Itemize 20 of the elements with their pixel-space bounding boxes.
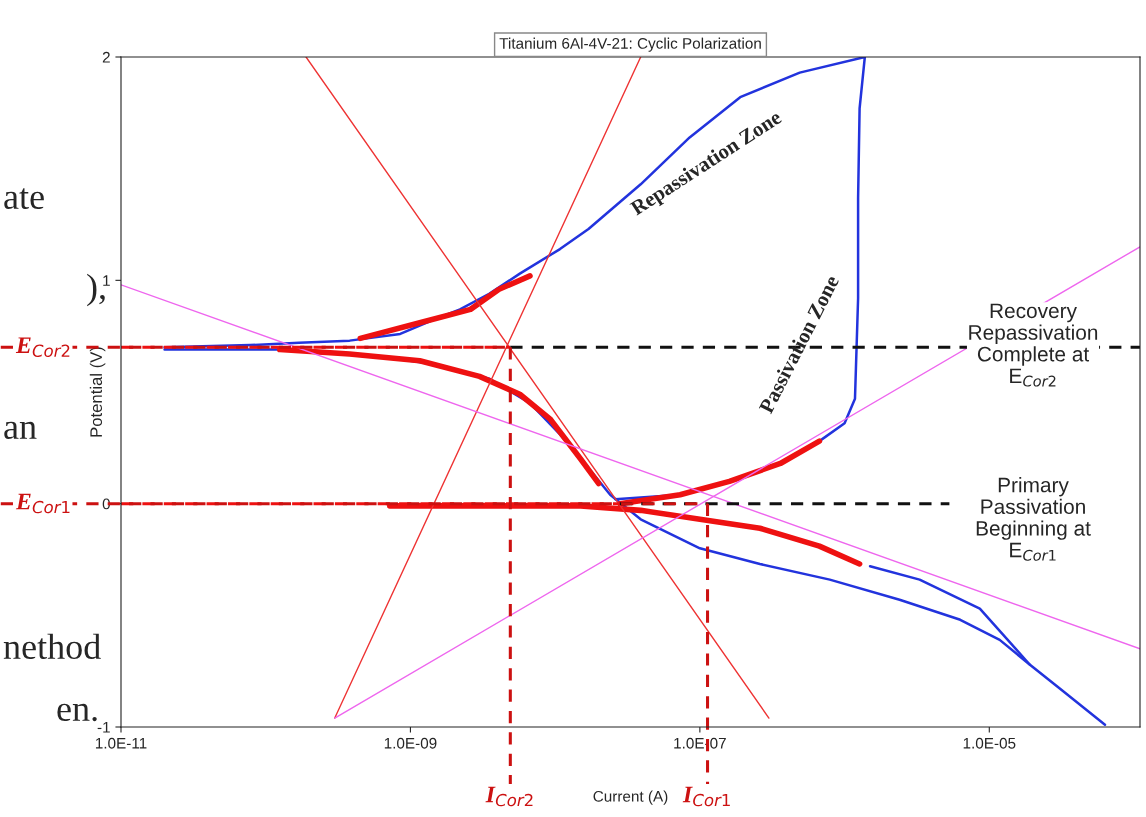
x-axis-title: Current (A) [593,790,668,805]
text: ate [4,188,44,210]
text: ), [87,273,105,307]
ref-line-label: E$_{Cor1}$ [15,493,70,514]
text: nethod [3,633,101,660]
ref-line-label: I$_{Cor1}$ [682,786,730,807]
text: en. [57,703,97,722]
x-tick-label: 1.0E-11 [95,737,147,749]
text: an [4,421,37,440]
y-tick-label: 2 [102,51,110,63]
x-tick-label: 1.0E-05 [963,737,1016,749]
x-tick-label: 1.0E-09 [384,737,437,749]
chart-title: Titanium 6Al-4V-21: Cyclic Polarization [499,37,761,52]
annotation: Recovery Repassivation Complete at E$_{Cor2}$ [969,303,1098,387]
annotation: Primary Passivation Beginning at E$_{Cor1}$ [976,477,1091,561]
y-tick-label: 1 [103,275,110,286]
y-tick-label: -1 [97,722,110,733]
y-axis-title: Potential (V) [89,347,106,437]
ref-line-label: I$_{Cor2}$ [485,786,533,807]
ref-line-label: E$_{Cor2}$ [15,337,70,357]
